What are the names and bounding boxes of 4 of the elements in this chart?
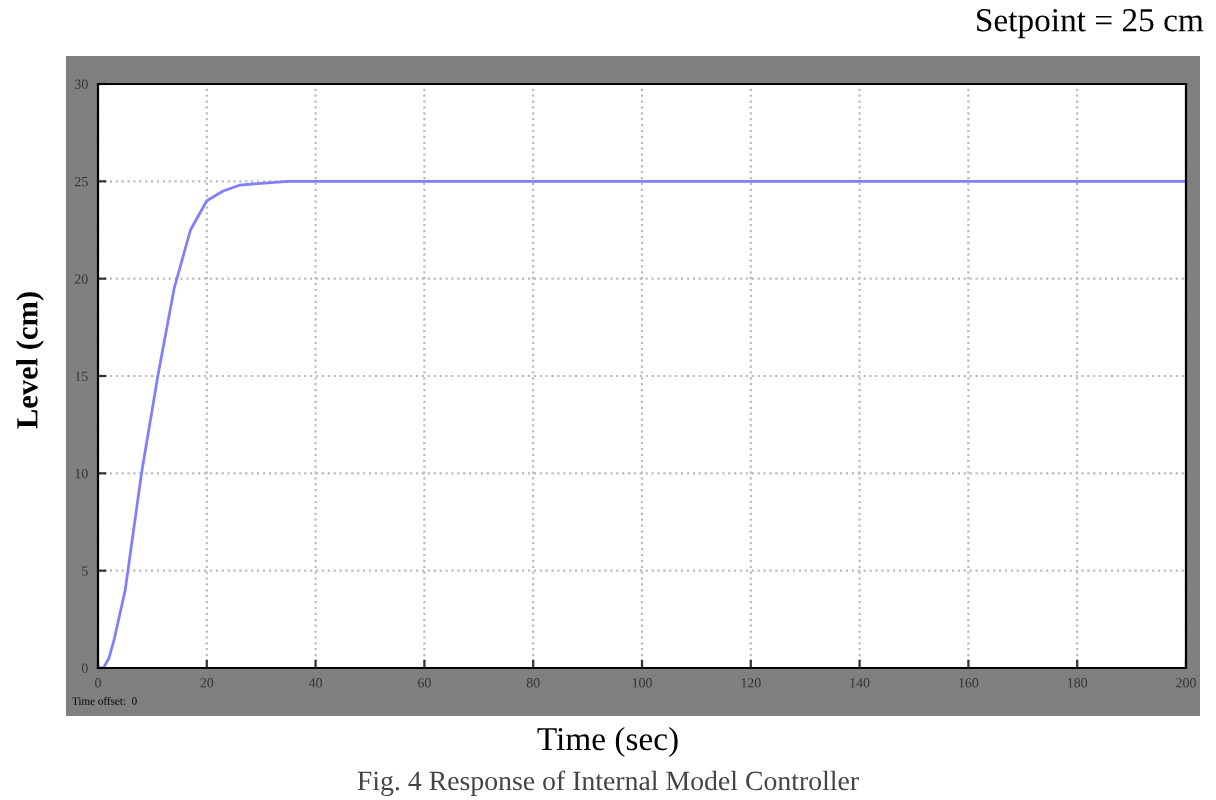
y-axis-title: Level (cm) — [16, 292, 44, 429]
caption: Fig. 4 Response of Internal Model Controller — [357, 770, 859, 796]
x-axis-title: Time (sec) — [537, 726, 678, 758]
chart-title: Setpoint = 25 cm — [977, 9, 1204, 39]
